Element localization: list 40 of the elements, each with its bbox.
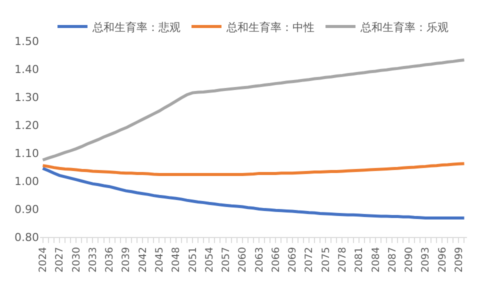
x-tick-label: 2039 bbox=[121, 247, 132, 272]
x-tick-label: 2099 bbox=[454, 247, 465, 272]
x-tick-label: 2084 bbox=[370, 247, 382, 272]
x-tick-label: 2081 bbox=[354, 247, 366, 272]
x-tick-label: 2054 bbox=[204, 247, 216, 272]
line-series bbox=[41, 166, 466, 220]
x-tick-label: 2078 bbox=[337, 247, 348, 272]
legend-label: 总和生育率：中性 bbox=[226, 20, 314, 34]
y-tick-label: 1.00 bbox=[14, 174, 39, 188]
y-tick-label: 0.90 bbox=[14, 202, 39, 216]
x-tick-label: 2045 bbox=[154, 247, 166, 272]
y-tick-label: 0.80 bbox=[14, 230, 39, 244]
y-tick-label: 1.20 bbox=[14, 118, 39, 132]
x-tick-label: 2060 bbox=[238, 247, 249, 272]
y-tick-label: 1.50 bbox=[14, 34, 39, 48]
x-tick-label: 2072 bbox=[304, 247, 316, 272]
x-tick-label: 2063 bbox=[254, 247, 266, 272]
y-tick-label: 1.10 bbox=[14, 146, 39, 160]
x-tick-label: 2027 bbox=[54, 247, 66, 272]
line-series bbox=[41, 58, 466, 162]
line-series bbox=[41, 162, 466, 176]
x-tick-label: 2066 bbox=[270, 247, 282, 272]
x-tick-label: 2075 bbox=[320, 247, 332, 272]
legend-label: 总和生育率：乐观 bbox=[360, 20, 448, 34]
x-tick-label: 2030 bbox=[71, 247, 82, 272]
x-tick-label: 2048 bbox=[171, 247, 182, 272]
x-tick-label: 2051 bbox=[188, 247, 199, 272]
x-tick-label: 2042 bbox=[138, 247, 149, 272]
y-tick-label: 1.30 bbox=[14, 90, 39, 104]
x-tick-label: 2090 bbox=[404, 247, 416, 272]
x-tick-label: 2093 bbox=[420, 247, 432, 272]
x-tick-label: 2096 bbox=[437, 247, 448, 272]
x-tick-label: 2024 bbox=[38, 247, 50, 272]
x-tick-label: 2036 bbox=[104, 247, 116, 272]
x-tick-label: 2069 bbox=[288, 247, 299, 272]
x-tick-label: 2033 bbox=[88, 247, 99, 272]
x-tick-label: 2057 bbox=[221, 247, 232, 272]
x-tick-label: 2087 bbox=[387, 247, 398, 272]
legend-label: 总和生育率：悲观 bbox=[92, 20, 180, 34]
y-tick-label: 1.40 bbox=[14, 62, 39, 76]
